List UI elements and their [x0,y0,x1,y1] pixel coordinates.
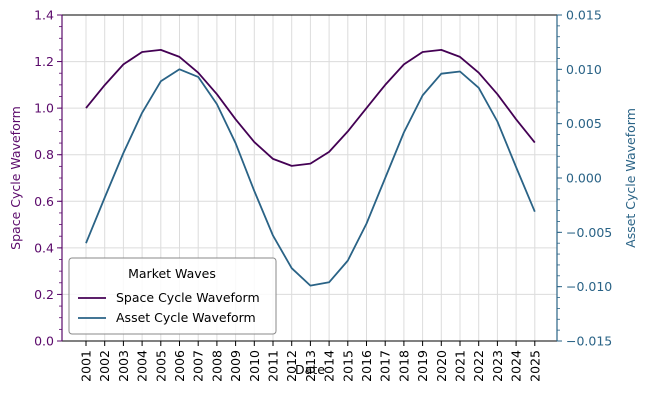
x-tick-label: 2014 [322,350,337,382]
series-line-space-cycle [85,49,536,167]
x-tick-label: 2011 [266,350,281,382]
x-tick-label: 2005 [153,350,168,382]
y-left-tick-label: 1.4 [34,8,54,23]
y-right-tick-label: 0.000 [566,171,602,186]
x-tick-label: 2024 [509,350,524,382]
y-left-tick-label: 0.6 [34,194,54,209]
series-line-asset-cycle [85,68,536,287]
ticks-layer: 0.0 0.2 0.4 0.6 0.8 1.0 1.2 1.4 −0.015 −0.010 −0.0… [34,8,612,382]
legend-frame [68,257,277,335]
legend-label-asset-cycle: Asset Cycle Waveform [116,310,256,325]
y-axis-label-right: Asset Cycle Waveform [623,108,638,248]
x-tick-label: 2019 [415,350,430,382]
y-right-tick-label: 0.015 [566,8,602,23]
x-tick-label: 2004 [135,350,150,382]
x-tick-label: 2007 [191,350,206,382]
x-tick-label: 2003 [116,350,131,382]
y-right-tick-label: −0.005 [566,225,612,240]
x-tick-label: 2021 [453,350,468,382]
y-left-tick-label: 0.0 [34,334,54,349]
x-tick-label: 2002 [97,350,112,382]
x-tick-label: 2001 [79,350,94,382]
x-tick-label: 2009 [228,350,243,382]
x-tick-label: 2008 [209,350,224,382]
y-axis-label-left: Space Cycle Waveform [8,106,23,250]
y-left-tick-label: 0.2 [34,287,54,302]
x-axis-label: Date [295,362,325,377]
y-right-tick-label: −0.010 [566,279,612,294]
x-tick-label: 2020 [434,350,449,382]
x-tick-label: 2025 [527,350,542,382]
y-right-tick-label: 0.005 [566,116,602,131]
y-left-tick-label: 0.8 [34,147,54,162]
y-left-tick-label: 0.4 [34,240,54,255]
x-tick-label: 2018 [396,350,411,382]
legend-title: Market Waves [128,266,216,281]
x-tick-label: 2012 [284,350,299,382]
x-tick-label: 2013 [303,350,318,382]
x-tick-label: 2015 [340,350,355,382]
legend-label-space-cycle: Space Cycle Waveform [116,290,260,305]
y-left-tick-label: 1.2 [34,54,54,69]
x-tick-label: 2006 [172,350,187,382]
x-tick-label: 2017 [378,350,393,382]
legend: Market Waves Space Cycle Waveform Asset … [68,257,277,335]
x-tick-label: 2022 [471,350,486,382]
x-tick-label: 2023 [490,350,505,382]
y-right-tick-label: 0.010 [566,62,602,77]
series-layer [85,49,536,287]
y-left-tick-label: 1.0 [34,101,54,116]
x-tick-label: 2016 [359,350,374,382]
y-right-tick-label: −0.015 [566,334,612,349]
x-tick-label: 2010 [247,350,262,382]
